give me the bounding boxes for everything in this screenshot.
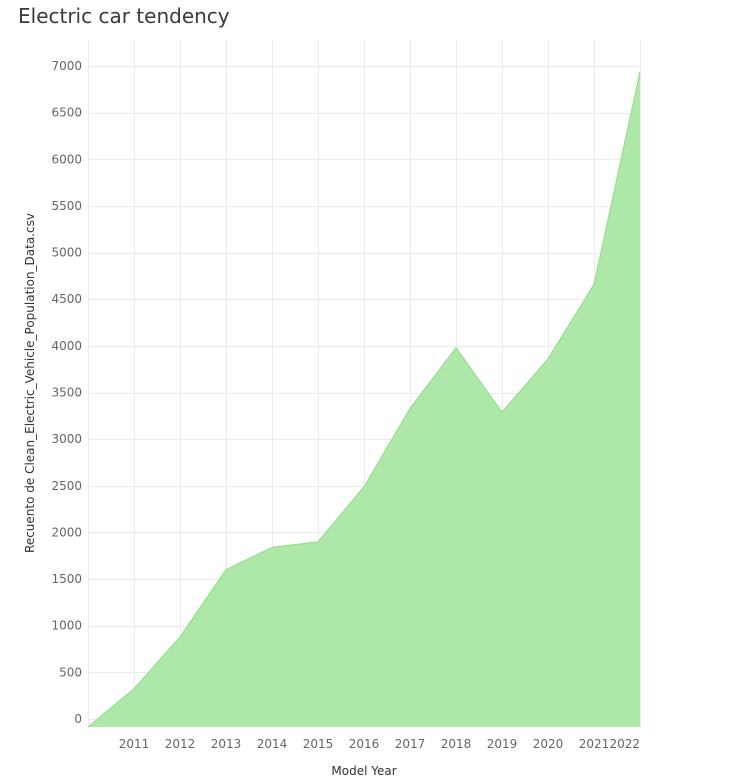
y-tick-label: 0 <box>74 712 82 726</box>
area-fill <box>88 71 640 728</box>
area-layer <box>87 71 641 728</box>
y-axis-ticks: 0 500 1000 1500 2000 2500 3000 3500 4000 4500 5000… <box>51 59 82 726</box>
y-tick-label: 5500 <box>51 199 82 213</box>
y-tick-label: 3500 <box>51 386 82 400</box>
x-tick-label: 2019 <box>487 737 518 751</box>
x-tick-label: 2022 <box>609 737 640 751</box>
x-tick-label: 2017 <box>395 737 426 751</box>
x-tick-label: 2013 <box>211 737 242 751</box>
y-tick-label: 1000 <box>51 619 82 633</box>
y-tick-label: 4500 <box>51 292 82 306</box>
y-tick-label: 1500 <box>51 572 82 586</box>
x-axis-ticks: 2011 2012 2013 2014 2015 2016 2017 2018 2019 2020… <box>119 737 640 751</box>
x-tick-label: 2011 <box>119 737 150 751</box>
x-tick-label: 2012 <box>165 737 196 751</box>
chart-title: Electric car tendency <box>18 4 230 28</box>
x-tick-label: 2020 <box>533 737 564 751</box>
y-tick-label: 2000 <box>51 525 82 539</box>
y-tick-label: 2500 <box>51 479 82 493</box>
x-tick-label: 2018 <box>441 737 472 751</box>
y-tick-label: 7000 <box>51 59 82 73</box>
x-axis-title: Model Year <box>331 764 396 778</box>
x-tick-label: 2021 <box>579 737 610 751</box>
y-axis-title: Recuento de Clean_Electric_Vehicle_Popul… <box>23 213 37 553</box>
y-tick-label: 6500 <box>51 106 82 120</box>
y-tick-label: 6000 <box>51 152 82 166</box>
y-tick-label: 4000 <box>51 339 82 353</box>
y-tick-label: 500 <box>59 665 82 679</box>
x-tick-label: 2015 <box>303 737 334 751</box>
y-tick-label: 5000 <box>51 246 82 260</box>
x-tick-label: 2016 <box>349 737 380 751</box>
x-tick-label: 2014 <box>257 737 288 751</box>
area-line <box>87 71 641 728</box>
y-tick-label: 3000 <box>51 432 82 446</box>
